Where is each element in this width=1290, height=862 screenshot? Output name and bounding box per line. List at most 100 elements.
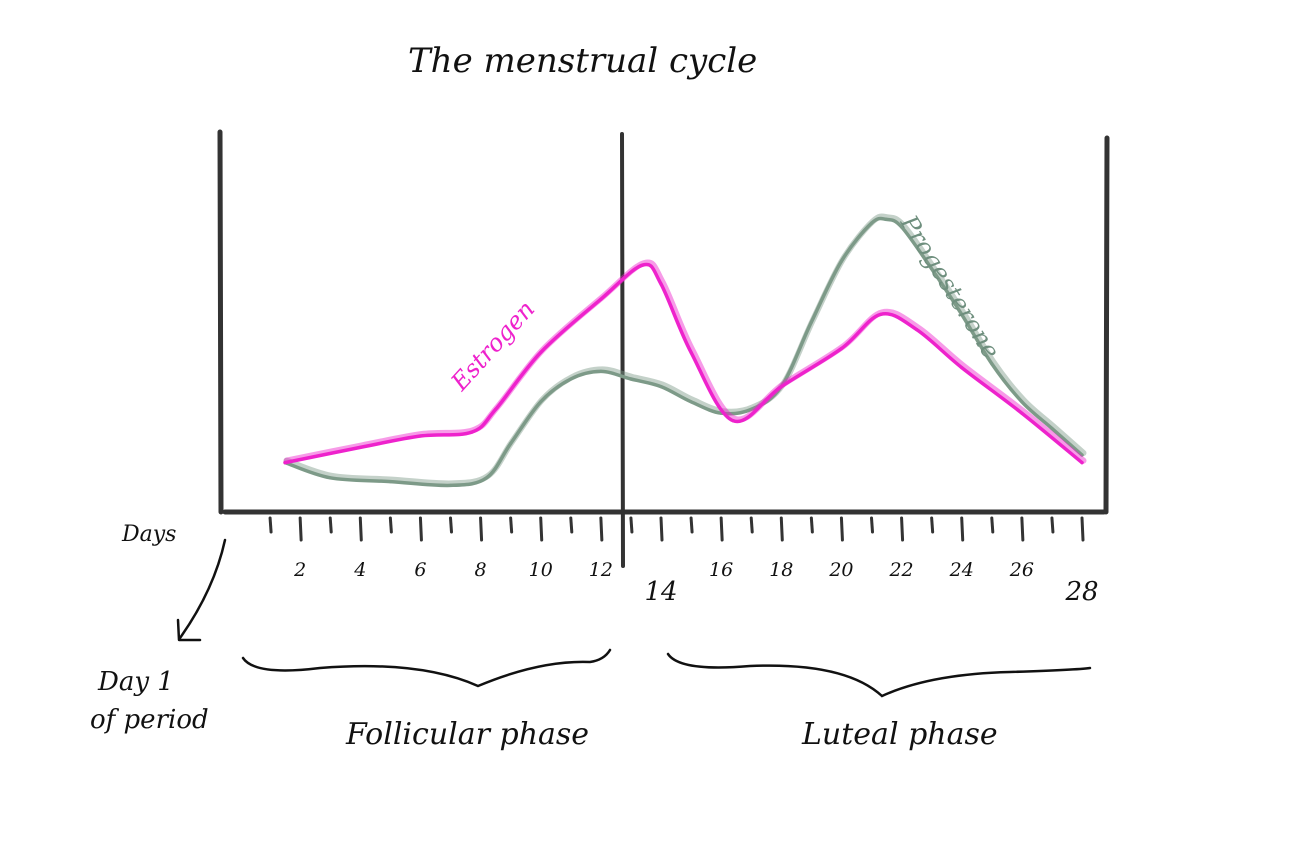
progesterone-point-7 xyxy=(569,377,573,381)
progesterone-point-3 xyxy=(448,483,453,487)
estrogen-point-10 xyxy=(731,419,735,423)
x-tick-day-1 xyxy=(268,516,273,534)
x-tick-day-17 xyxy=(749,516,754,534)
x-tick-day-16 xyxy=(719,516,724,542)
progesterone-line xyxy=(283,216,1084,488)
progesterone-point-13 xyxy=(749,407,753,411)
estrogen-point-4 xyxy=(494,407,498,411)
progesterone-point-8 xyxy=(599,369,603,373)
luteal-brace xyxy=(666,652,1092,698)
x-tick-label-18: 18 xyxy=(769,559,793,581)
follicular-brace xyxy=(241,648,612,688)
estrogen-point-9 xyxy=(689,350,693,354)
progesterone-point-25 xyxy=(1080,453,1084,457)
x-tick-day-2 xyxy=(298,516,303,542)
right-border xyxy=(1103,135,1110,515)
estrogen-point-6 xyxy=(599,297,603,301)
x-tick-label-4: 4 xyxy=(353,559,366,581)
estrogen-point-5 xyxy=(539,350,543,354)
x-tick-day-9 xyxy=(509,516,514,534)
progesterone-point-21 xyxy=(960,312,964,316)
x-tick-day-11 xyxy=(569,516,574,534)
follicular-phase-label: Follicular phase xyxy=(345,717,589,752)
progesterone-point-20 xyxy=(930,267,934,271)
estrogen-point-16 xyxy=(1020,411,1024,415)
estrogen-point-12 xyxy=(839,347,844,351)
progesterone-point-10 xyxy=(659,385,663,389)
x-tick-day-7 xyxy=(449,516,453,534)
progesterone-point-6 xyxy=(539,400,543,404)
x-tick-day-23 xyxy=(930,516,935,534)
estrogen-point-7 xyxy=(641,263,645,267)
x-tick-label-16: 16 xyxy=(709,559,733,581)
progesterone-point-24 xyxy=(1050,426,1054,430)
x-tick-day-14 xyxy=(659,516,664,542)
progesterone-point-9 xyxy=(629,377,633,381)
progesterone-point-11 xyxy=(689,400,693,404)
progesterone-point-4 xyxy=(484,476,489,480)
x-tick-label-22: 22 xyxy=(888,559,913,581)
day1-label: Day 1 xyxy=(97,667,174,697)
estrogen-point-13 xyxy=(878,312,883,316)
x-tick-day-19 xyxy=(809,516,814,534)
x-tick-day-10 xyxy=(539,516,544,542)
progesterone-point-23 xyxy=(1020,400,1024,404)
x-tick-day-6 xyxy=(418,516,423,542)
x-tick-label-26: 26 xyxy=(1009,559,1034,581)
x-tick-day-15 xyxy=(689,516,694,534)
series-lines xyxy=(283,213,1087,488)
x-tick-day-5 xyxy=(388,516,393,534)
x-tick-label-28: 28 xyxy=(1064,577,1098,607)
day1-label-line2: of period xyxy=(90,705,209,735)
mid-divider xyxy=(620,132,625,568)
day1-arrow-head xyxy=(176,618,202,642)
x-tick-day-22 xyxy=(900,516,905,542)
estrogen-point-1 xyxy=(358,445,362,449)
estrogen-point-11 xyxy=(779,385,783,389)
x-tick-day-3 xyxy=(328,516,333,534)
x-tick-label-8: 8 xyxy=(475,559,487,581)
progesterone-point-17 xyxy=(869,221,874,225)
x-tick-label-24: 24 xyxy=(949,559,974,581)
progesterone-point-5 xyxy=(509,442,513,446)
x-axis-label: Days xyxy=(121,522,176,547)
x-tick-day-27 xyxy=(1050,516,1055,534)
x-tick-day-18 xyxy=(779,516,784,542)
chart-title: The menstrual cycle xyxy=(408,41,757,81)
x-tick-label-12: 12 xyxy=(589,559,613,581)
estrogen-point-14 xyxy=(915,328,919,332)
progesterone-series-label: Progesterone xyxy=(894,209,1005,363)
progesterone-point-22 xyxy=(990,362,994,366)
x-tick-day-13 xyxy=(629,516,634,534)
x-tick-day-26 xyxy=(1020,516,1025,542)
x-tick-label-20: 20 xyxy=(828,559,853,581)
x-tick-day-20 xyxy=(839,516,844,542)
luteal-phase-label: Luteal phase xyxy=(801,717,998,752)
estrogen-point-3 xyxy=(469,430,474,434)
x-tick-day-8 xyxy=(479,516,484,542)
estrogen-point-8 xyxy=(659,282,663,286)
x-tick-label-10: 10 xyxy=(529,559,553,581)
progesterone-point-15 xyxy=(809,320,813,324)
x-tick-day-4 xyxy=(358,516,363,542)
estrogen-point-2 xyxy=(418,434,423,438)
x-ticks xyxy=(268,516,1085,542)
x-tick-label-6: 6 xyxy=(414,559,426,581)
x-tick-label-2: 2 xyxy=(293,559,306,581)
x-tick-day-28 xyxy=(1080,516,1085,542)
x-tick-label-14: 14 xyxy=(644,577,677,607)
progesterone-point-2 xyxy=(388,480,392,484)
x-tick-day-24 xyxy=(960,516,965,542)
estrogen-series-label: Estrogen xyxy=(445,295,540,397)
x-tick-day-21 xyxy=(870,516,874,534)
left-border xyxy=(217,129,224,515)
estrogen-point-0 xyxy=(283,461,287,465)
estrogen-point-15 xyxy=(960,366,964,370)
progesterone-point-19 xyxy=(899,225,904,229)
estrogen-point-17 xyxy=(1080,461,1084,465)
progesterone-line-stroke-echo xyxy=(283,213,1087,487)
day1-arrow xyxy=(178,538,227,640)
x-tick-day-25 xyxy=(990,516,995,534)
